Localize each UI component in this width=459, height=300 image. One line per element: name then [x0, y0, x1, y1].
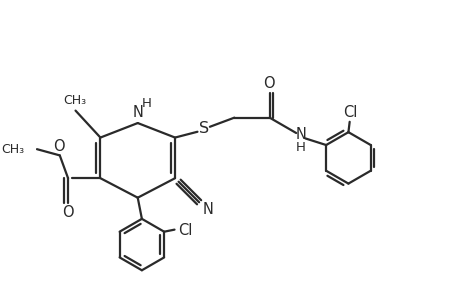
Text: N: N	[132, 105, 143, 120]
Text: H: H	[142, 97, 151, 110]
Text: O: O	[53, 139, 65, 154]
Text: O: O	[62, 205, 74, 220]
Text: S: S	[199, 121, 209, 136]
Text: N: N	[295, 127, 306, 142]
Text: Cl: Cl	[178, 223, 192, 238]
Text: O: O	[263, 76, 274, 91]
Text: H: H	[296, 141, 305, 154]
Text: CH₃: CH₃	[63, 94, 86, 107]
Text: N: N	[202, 202, 213, 217]
Text: CH₃: CH₃	[1, 143, 24, 156]
Text: Cl: Cl	[342, 105, 357, 120]
